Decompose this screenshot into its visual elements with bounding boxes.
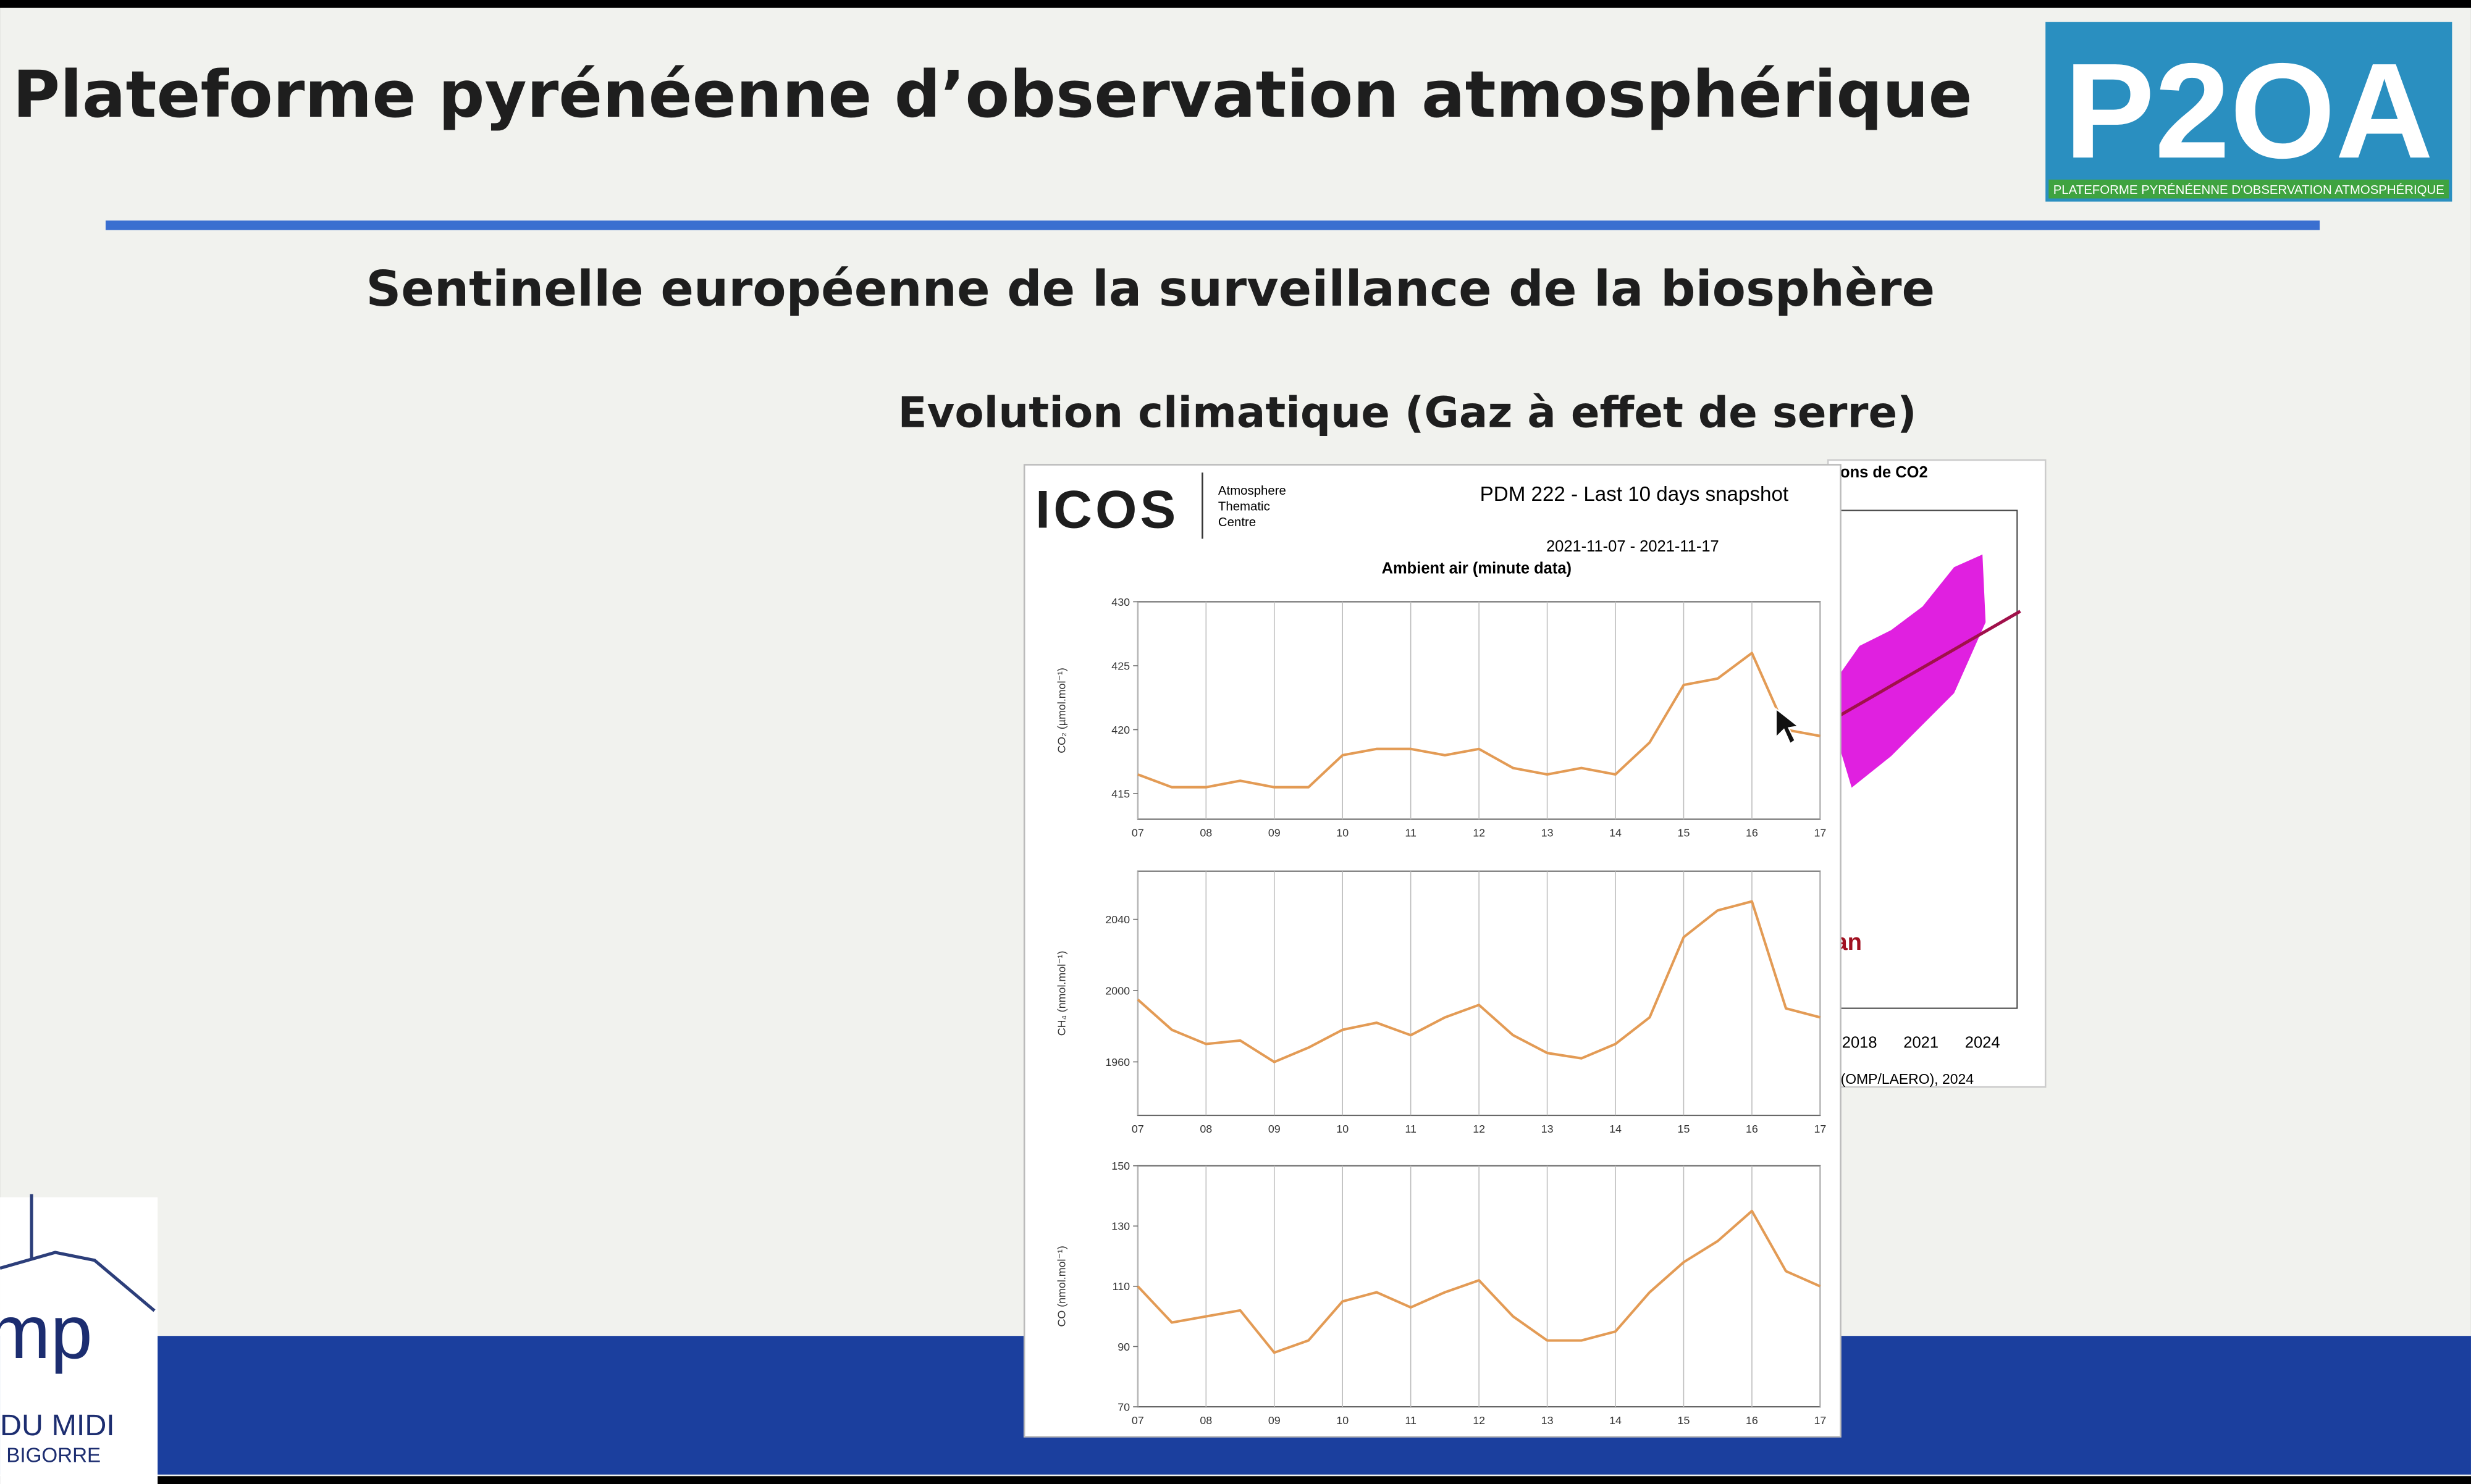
icos-subtitle: Ambient air (minute data) [1382, 560, 1572, 577]
data-line [1137, 1209, 1821, 1354]
icos-panel: ICOS Atmosphere Thematic Centre PDM 222 … [1023, 464, 1842, 1438]
logo-band-text: PLATEFORME PYRÉNÉENNE D'OBSERVATION ATMO… [2053, 183, 2444, 197]
back-band [1837, 554, 1986, 788]
data-line [1137, 652, 1821, 789]
x-tick-label: 11 [1405, 827, 1417, 839]
logo-background [2045, 22, 2452, 202]
x-tick-label: 17 [1814, 827, 1826, 839]
mouse-cursor [1775, 707, 1800, 745]
y-tick-label: 70 [1118, 1401, 1130, 1413]
icos-centre: Centre [1218, 516, 1256, 529]
y-tick-label: 425 [1111, 660, 1130, 672]
x-tick-label: 14 [1609, 1123, 1622, 1135]
x-tick-label: 13 [1541, 1414, 1554, 1427]
x-tick-label: 14 [1609, 1414, 1622, 1427]
slide-subtitle: Sentinelle européenne de la surveillance… [366, 261, 1935, 317]
x-tick-label: 14 [1609, 827, 1622, 839]
logo-text: P2OA [2065, 35, 2433, 187]
back-figure: ions de CO2 an 2018 2021 2024 (OMP/LAERO… [1827, 459, 2047, 1088]
x-tick-label: 11 [1405, 1123, 1417, 1135]
logo-band [2048, 179, 2449, 199]
omp-background [0, 1197, 158, 1484]
x-tick-label: 08 [1200, 1414, 1212, 1427]
x-tick-label: 15 [1678, 1123, 1690, 1135]
x-tick-label: 10 [1336, 1414, 1349, 1427]
x-tick-label: 13 [1541, 827, 1554, 839]
title-rule [105, 220, 2320, 230]
y-tick-label: 415 [1111, 787, 1130, 800]
p2oa-logo: P2OA PLATEFORME PYRÉNÉENNE D'OBSERVATION… [2045, 22, 2452, 202]
omp-line2: BIGORRE [6, 1444, 101, 1467]
icos-centre: Atmosphere [1218, 484, 1286, 498]
x-tick-label: 13 [1541, 1123, 1554, 1135]
y-tick-label: 420 [1111, 724, 1130, 736]
slide-title: Plateforme pyrénéenne d’observation atmo… [12, 57, 1972, 132]
x-tick-label: 09 [1268, 1414, 1281, 1427]
y-axis-label: CO (nmol.mol⁻¹) [1055, 1246, 1067, 1327]
x-tick-label: 08 [1200, 827, 1212, 839]
x-tick-label: 09 [1268, 1123, 1281, 1135]
back-tick: 2021 [1903, 1034, 1938, 1051]
omp-text: mp [0, 1289, 93, 1374]
x-tick-label: 12 [1473, 1123, 1485, 1135]
y-axis-label: CO₂ (µmol.mol⁻¹) [1055, 668, 1067, 753]
x-tick-label: 07 [1132, 1123, 1144, 1135]
y-axis-label: CH₄ (nmol.mol⁻¹) [1055, 951, 1067, 1036]
x-tick-label: 17 [1814, 1414, 1826, 1427]
back-title: ions de CO2 [1836, 464, 1928, 481]
y-tick-label: 110 [1113, 1280, 1130, 1293]
x-tick-label: 16 [1746, 1414, 1758, 1427]
x-tick-label: 11 [1405, 1414, 1417, 1427]
x-tick-label: 09 [1268, 827, 1281, 839]
x-tick-label: 12 [1473, 827, 1485, 839]
section-title: Evolution climatique (Gaz à effet de ser… [898, 388, 1916, 437]
icos-dates: 2021-11-07 - 2021-11-17 [1546, 538, 1719, 555]
x-tick-label: 16 [1746, 827, 1758, 839]
y-tick-label: 90 [1118, 1341, 1130, 1353]
x-tick-label: 17 [1814, 1123, 1826, 1135]
omp-drawing [0, 1194, 156, 1312]
back-source: (OMP/LAERO), 2024 [1841, 1071, 1974, 1087]
icos-centre: Thematic [1218, 500, 1270, 514]
x-tick-label: 07 [1132, 827, 1144, 839]
x-tick-label: 12 [1473, 1414, 1485, 1427]
x-tick-label: 16 [1746, 1123, 1758, 1135]
y-tick-label: 430 [1111, 596, 1130, 608]
x-tick-label: 15 [1678, 827, 1690, 839]
x-tick-label: 15 [1678, 1414, 1690, 1427]
back-tick: 2018 [1842, 1034, 1877, 1051]
icos-title: PDM 222 - Last 10 days snapshot [1480, 483, 1788, 506]
y-tick-label: 150 [1111, 1160, 1130, 1172]
y-tick-label: 2040 [1105, 913, 1130, 926]
y-tick-label: 130 [1111, 1220, 1130, 1233]
y-tick-label: 2000 [1105, 984, 1130, 997]
x-tick-label: 07 [1132, 1414, 1144, 1427]
omp-logo: mp DU MIDI BIGORRE [0, 1194, 158, 1484]
x-tick-label: 10 [1336, 827, 1349, 839]
icos-background [1023, 464, 1842, 1438]
omp-line1: DU MIDI [0, 1409, 115, 1442]
icos-logo: ICOS [1035, 480, 1179, 540]
y-tick-label: 1960 [1105, 1056, 1130, 1068]
x-tick-label: 08 [1200, 1123, 1212, 1135]
back-tick: 2024 [1965, 1034, 2000, 1051]
x-tick-label: 10 [1336, 1123, 1349, 1135]
data-line [1137, 900, 1821, 1063]
back-trend [1837, 610, 2021, 718]
